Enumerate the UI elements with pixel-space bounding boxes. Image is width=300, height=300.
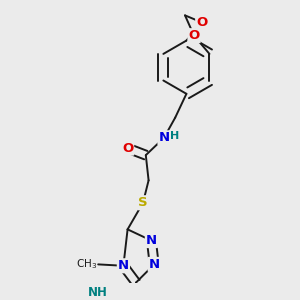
- Text: N: N: [146, 234, 157, 247]
- Text: H: H: [170, 131, 179, 141]
- Text: O: O: [196, 16, 207, 29]
- Text: O: O: [188, 29, 200, 42]
- Text: N: N: [158, 131, 169, 144]
- Text: N: N: [118, 259, 129, 272]
- Text: O: O: [122, 142, 133, 154]
- Text: NH: NH: [88, 286, 108, 299]
- Text: S: S: [138, 196, 148, 209]
- Text: N: N: [148, 258, 160, 271]
- Text: CH$_3$: CH$_3$: [76, 257, 97, 271]
